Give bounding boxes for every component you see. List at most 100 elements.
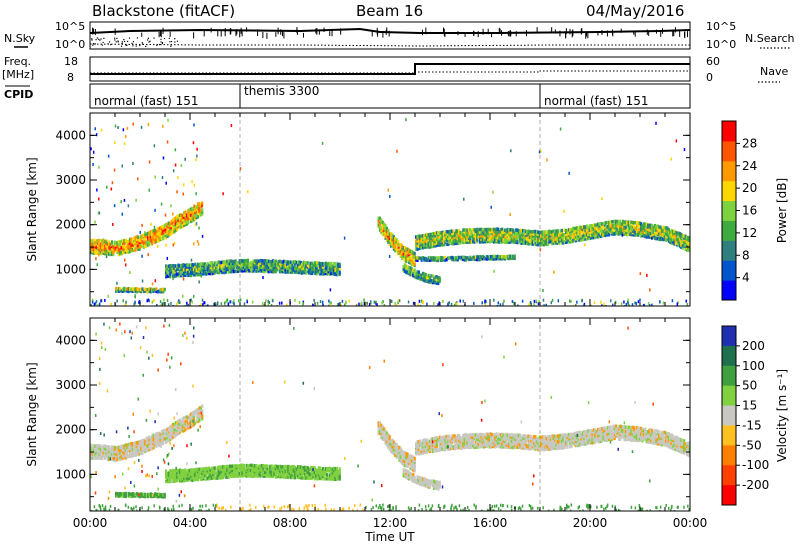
velocity-cell xyxy=(395,447,398,451)
velocity-cell xyxy=(263,464,266,468)
velocity-cell xyxy=(335,466,339,471)
power-cell xyxy=(583,233,586,238)
power-cell xyxy=(438,235,441,239)
velocity-cell xyxy=(117,494,120,498)
power-cell xyxy=(420,256,423,261)
power-cell xyxy=(267,261,270,266)
power-cell xyxy=(478,230,482,234)
power-cell xyxy=(434,256,437,260)
velocity-cell xyxy=(401,453,404,457)
power-cell xyxy=(149,229,152,234)
velocity-cell xyxy=(130,446,133,450)
power-cell xyxy=(528,232,532,236)
power-cell xyxy=(333,261,336,266)
power-cell xyxy=(490,257,493,261)
velocity-cell xyxy=(113,447,116,452)
velocity-cell xyxy=(395,445,398,449)
velocity-cell xyxy=(251,468,254,472)
power-cell xyxy=(113,243,116,247)
power-cell xyxy=(617,221,620,226)
power-cell xyxy=(676,237,679,241)
power-cell xyxy=(159,236,162,240)
velocity-cell xyxy=(240,466,243,470)
power-cell xyxy=(644,228,647,233)
power-scatter-echo xyxy=(141,254,143,258)
power-cell xyxy=(455,229,458,233)
power-ground-scatter xyxy=(104,298,106,302)
power-scatter-echo xyxy=(105,241,108,245)
velocity-cell xyxy=(285,472,289,477)
power-ground-scatter xyxy=(142,304,145,306)
power-cell xyxy=(421,236,425,240)
power-cell xyxy=(441,258,444,262)
power-cell xyxy=(160,287,164,292)
power-cell xyxy=(467,228,470,232)
velocity-cell xyxy=(102,446,105,451)
velocity-cell xyxy=(196,412,200,416)
velocity-cell xyxy=(178,468,182,473)
power-cell xyxy=(192,263,195,267)
power-cell xyxy=(648,231,651,236)
power-cell xyxy=(167,268,170,272)
power-cell xyxy=(621,230,625,234)
velocity-cell xyxy=(255,473,258,478)
velocity-cell xyxy=(412,468,415,472)
power-cell xyxy=(394,245,397,249)
power-cell xyxy=(160,236,164,241)
noise-search-dot xyxy=(101,44,103,46)
power-cell xyxy=(687,241,690,246)
power-cell xyxy=(659,225,662,230)
power-colorbar-label: 24 xyxy=(742,159,757,173)
power-ground-scatter xyxy=(570,299,572,303)
power-cell xyxy=(634,227,637,231)
power-cell xyxy=(152,231,155,235)
power-cell xyxy=(478,234,482,238)
velocity-cell xyxy=(306,474,309,478)
velocity-cell xyxy=(287,469,290,473)
power-ground-scatter xyxy=(239,298,242,302)
power-cell xyxy=(174,216,177,220)
power-cell xyxy=(299,260,302,265)
power-scatter-echo xyxy=(196,154,198,158)
power-cell xyxy=(510,230,514,235)
power-ground-scatter xyxy=(583,302,586,306)
power-cell xyxy=(442,256,445,260)
power-cell xyxy=(270,269,273,274)
power-cell xyxy=(403,263,407,267)
power-ground-scatter xyxy=(593,301,596,305)
velocity-cell xyxy=(410,461,414,466)
power-cell xyxy=(327,267,330,272)
velocity-cell xyxy=(167,434,170,439)
power-cell xyxy=(176,217,179,222)
power-cell xyxy=(578,232,582,236)
power-cell xyxy=(498,232,501,236)
power-scatter-echo xyxy=(97,253,100,257)
velocity-cell xyxy=(171,479,175,484)
power-cell xyxy=(615,219,618,224)
power-cell xyxy=(605,225,608,229)
power-cell xyxy=(670,232,673,237)
power-cell xyxy=(421,276,425,281)
power-cell xyxy=(487,235,490,240)
velocity-cell xyxy=(212,466,215,471)
power-cell xyxy=(185,263,189,267)
power-cell xyxy=(102,245,105,250)
power-cell xyxy=(402,246,405,250)
power-cell xyxy=(390,236,393,240)
velocity-cell xyxy=(246,464,250,468)
velocity-cell xyxy=(216,466,219,470)
velocity-cell xyxy=(99,456,102,461)
power-scatter-echo xyxy=(105,255,108,259)
power-cell xyxy=(573,231,576,235)
power-cell xyxy=(659,235,662,240)
power-cell xyxy=(465,238,468,243)
power-cell xyxy=(466,230,469,234)
power-ground-scatter xyxy=(437,303,439,306)
velocity-cell xyxy=(284,464,287,469)
velocity-cell xyxy=(227,475,230,479)
velocity-cell xyxy=(394,446,397,450)
velocity-cell xyxy=(156,492,159,497)
noise-tick-bottom: 10^0 xyxy=(55,38,85,51)
power-cell xyxy=(384,224,387,228)
power-cell xyxy=(277,262,280,266)
